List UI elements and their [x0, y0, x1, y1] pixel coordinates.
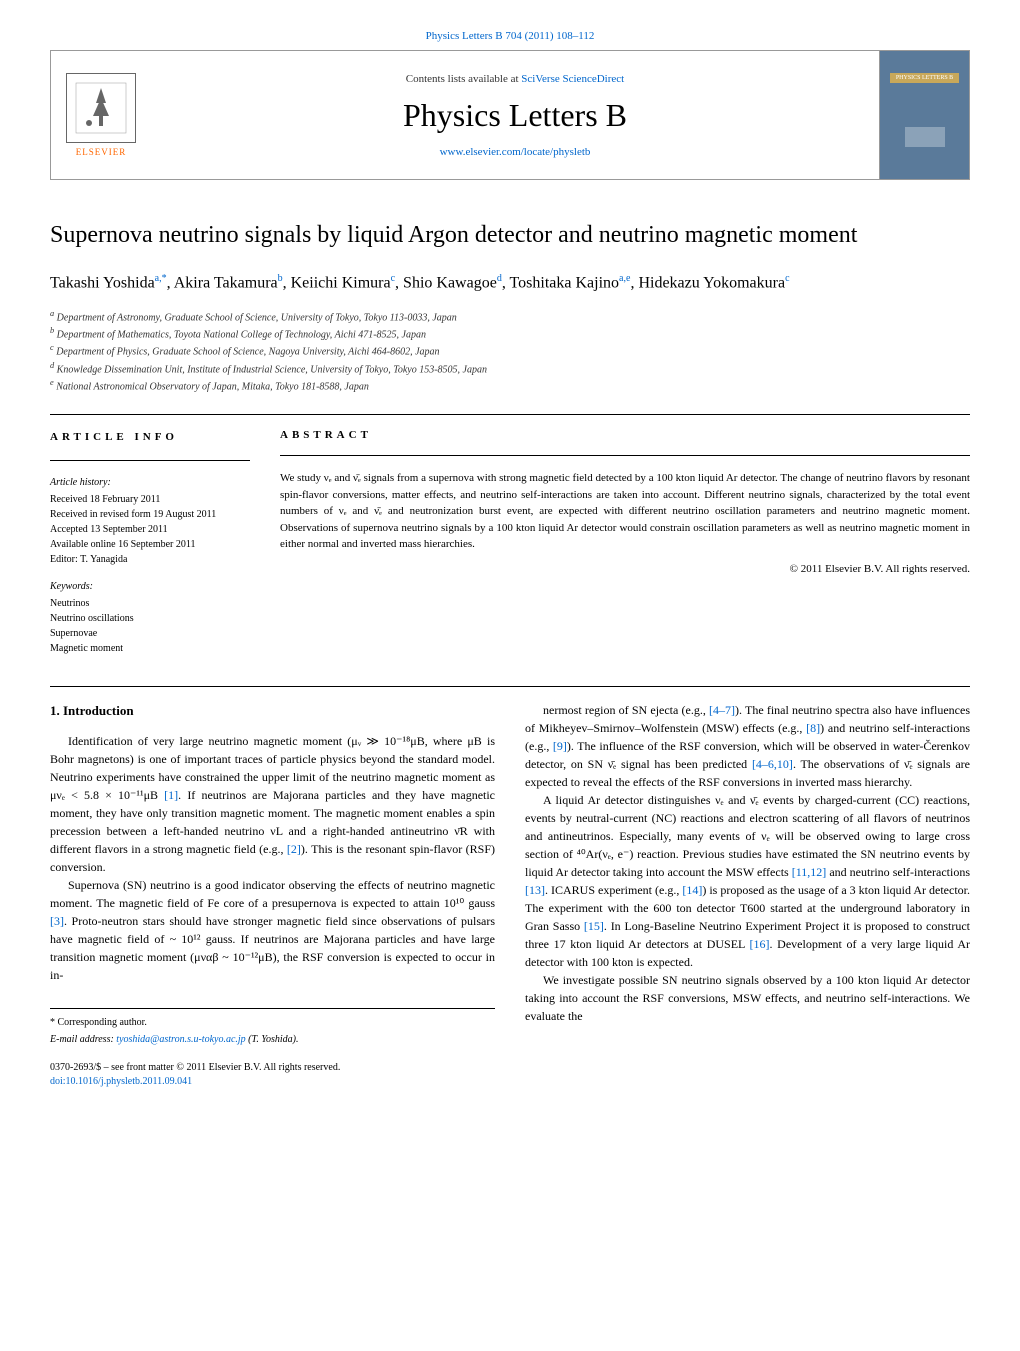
email-link[interactable]: tyoshida@astron.s.u-tokyo.ac.jp — [116, 1034, 245, 1045]
citation-link[interactable]: [14] — [682, 883, 702, 897]
info-divider-1 — [50, 460, 250, 461]
body-paragraph: nermost region of SN ejecta (e.g., [4–7]… — [525, 701, 970, 791]
doi-link[interactable]: doi:10.1016/j.physletb.2011.09.041 — [50, 1076, 192, 1087]
keyword: Magnetic moment — [50, 641, 250, 656]
header-box: ELSEVIER Contents lists available at Sci… — [50, 50, 970, 180]
elsevier-tree-icon — [66, 73, 136, 143]
keyword: Neutrinos — [50, 596, 250, 611]
keyword: Supernovae — [50, 626, 250, 641]
email-suffix: (T. Yoshida). — [246, 1034, 299, 1045]
history-item: Accepted 13 September 2011 — [50, 522, 250, 537]
citation-link[interactable]: [4–6,10] — [752, 757, 793, 771]
footer-section: * Corresponding author. E-mail address: … — [50, 1008, 495, 1089]
corresponding-author: * Corresponding author. — [50, 1015, 495, 1030]
abstract-text: We study νₑ and ν̄ₑ signals from a super… — [280, 470, 970, 553]
journal-url[interactable]: www.elsevier.com/locate/physletb — [440, 146, 591, 158]
info-abstract-row: ARTICLE INFO Article history: Received 1… — [50, 429, 970, 656]
citation-link[interactable]: [3] — [50, 914, 64, 928]
citation-link[interactable]: [2] — [287, 842, 301, 856]
email-label: E-mail address: — [50, 1034, 116, 1045]
contents-line: Contents lists available at SciVerse Sci… — [406, 73, 624, 85]
history-label: Article history: — [50, 475, 250, 490]
affiliation: b Department of Mathematics, Toyota Nati… — [50, 325, 970, 342]
article-info: ARTICLE INFO Article history: Received 1… — [50, 429, 250, 656]
history-item: Available online 16 September 2011 — [50, 537, 250, 552]
body-columns: 1. Introduction Identification of very l… — [50, 701, 970, 1090]
abstract-section: ABSTRACT We study νₑ and ν̄ₑ signals fro… — [280, 429, 970, 656]
article-info-header: ARTICLE INFO — [50, 429, 250, 446]
article-title: Supernova neutrino signals by liquid Arg… — [50, 220, 970, 251]
email-line: E-mail address: tyoshida@astron.s.u-toky… — [50, 1032, 495, 1047]
history-item: Received in revised form 19 August 2011 — [50, 507, 250, 522]
citation-link[interactable]: [9] — [553, 739, 567, 753]
authors: Takashi Yoshidaa,*, Akira Takamurab, Kei… — [50, 271, 970, 295]
header-center: Contents lists available at SciVerse Sci… — [151, 51, 879, 179]
body-col-left: 1. Introduction Identification of very l… — [50, 701, 495, 1090]
citation-link[interactable]: [4–7] — [709, 703, 735, 717]
keyword: Neutrino oscillations — [50, 611, 250, 626]
bottom-line: 0370-2693/$ – see front matter © 2011 El… — [50, 1061, 495, 1089]
divider-top — [50, 414, 970, 415]
sciencedirect-link[interactable]: SciVerse ScienceDirect — [521, 73, 624, 85]
body-col-right: nermost region of SN ejecta (e.g., [4–7]… — [525, 701, 970, 1090]
journal-name: Physics Letters B — [403, 97, 627, 134]
history-item: Received 18 February 2011 — [50, 492, 250, 507]
affiliation: a Department of Astronomy, Graduate Scho… — [50, 308, 970, 325]
section-heading: 1. Introduction — [50, 701, 495, 721]
divider-bottom — [50, 686, 970, 687]
header-citation: Physics Letters B 704 (2011) 108–112 — [50, 30, 970, 42]
citation-link[interactable]: [16] — [750, 937, 770, 951]
citation-link[interactable]: [13] — [525, 883, 545, 897]
front-matter: 0370-2693/$ – see front matter © 2011 El… — [50, 1061, 495, 1075]
citation-link[interactable]: [1] — [164, 788, 178, 802]
abstract-divider — [280, 455, 970, 456]
elsevier-logo: ELSEVIER — [51, 51, 151, 179]
affiliations: a Department of Astronomy, Graduate Scho… — [50, 308, 970, 395]
citation-link[interactable]: [11,12] — [792, 865, 827, 879]
citation-link[interactable]: [8] — [806, 721, 820, 735]
body-paragraph: Supernova (SN) neutrino is a good indica… — [50, 876, 495, 984]
affiliation: e National Astronomical Observatory of J… — [50, 377, 970, 394]
body-paragraph: Identification of very large neutrino ma… — [50, 732, 495, 876]
abstract-header: ABSTRACT — [280, 429, 970, 441]
contents-prefix: Contents lists available at — [406, 73, 521, 85]
journal-cover: PHYSICS LETTERS B — [879, 51, 969, 179]
body-paragraph: We investigate possible SN neutrino sign… — [525, 971, 970, 1025]
affiliation: d Knowledge Dissemination Unit, Institut… — [50, 360, 970, 377]
citation-link[interactable]: [15] — [584, 919, 604, 933]
body-paragraph: A liquid Ar detector distinguishes νₑ an… — [525, 791, 970, 971]
cover-label: PHYSICS LETTERS B — [890, 73, 959, 83]
history-item: Editor: T. Yanagida — [50, 552, 250, 567]
keywords-label: Keywords: — [50, 579, 250, 594]
abstract-copyright: © 2011 Elsevier B.V. All rights reserved… — [280, 563, 970, 575]
affiliation: c Department of Physics, Graduate School… — [50, 342, 970, 359]
elsevier-label: ELSEVIER — [76, 147, 127, 157]
